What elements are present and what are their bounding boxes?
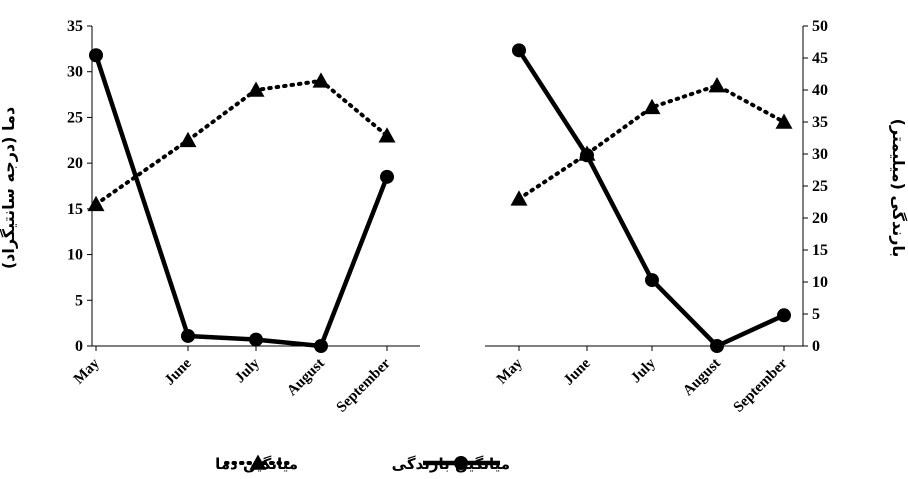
temperature-point <box>87 195 105 212</box>
y-left-tick-label: 15 <box>67 201 83 218</box>
temperature-point <box>378 127 396 143</box>
y-right-tick-label: 10 <box>812 274 828 291</box>
x-tick-label: September <box>731 355 791 415</box>
rainfall-point <box>580 148 594 163</box>
temperature-point <box>312 72 330 88</box>
y-right-tick-label: 25 <box>812 178 828 195</box>
legend-rainfall-marker <box>454 456 468 470</box>
y-left-tick-label: 5 <box>75 292 83 309</box>
rainfall-point <box>314 339 328 353</box>
legend-temperature-label: میانگین دما <box>215 455 298 473</box>
y-left-tick-label: 20 <box>67 155 83 172</box>
legend-temperature-marker <box>249 454 267 470</box>
rainfall-point <box>249 332 263 347</box>
x-tick-label: May <box>494 355 526 387</box>
rainfall-point <box>181 328 195 343</box>
rainfall-point <box>645 273 659 288</box>
plot-area <box>87 43 793 353</box>
y-right-tick-label: 45 <box>812 50 828 67</box>
axes: 0 5 10 15 20 25 30 35 0 5 10 15 20 25 30 35 40 45 50 May Jun… <box>67 18 828 416</box>
temperature-point <box>643 98 661 115</box>
y-right-tick-label: 35 <box>812 114 828 131</box>
x-tick-label: August <box>284 356 328 400</box>
temperature-point <box>247 81 265 97</box>
y-right-tick-label: 5 <box>812 306 820 323</box>
y-right-tick-label: 30 <box>812 146 828 163</box>
x-tick-label: May <box>71 355 103 387</box>
y-right-tick-label: 15 <box>812 242 828 259</box>
y-right-tick-label: 0 <box>812 338 820 355</box>
x-tick-label: July <box>232 355 263 386</box>
y-axis-left-label: دما (درجه سانتیگراد) <box>0 107 18 269</box>
rainfall-point <box>512 43 526 58</box>
rainfall-point <box>380 169 394 184</box>
x-tick-label: August <box>680 356 724 400</box>
y-axis-right-label: بارندگی (میلیمتر) <box>889 119 908 258</box>
rainfall-point <box>777 308 791 323</box>
x-tick-label: July <box>628 355 659 386</box>
y-right-tick-label: 40 <box>812 82 828 99</box>
y-left-tick-label: 10 <box>67 247 83 264</box>
temperature-point <box>775 113 793 129</box>
x-tick-label: September <box>334 355 394 415</box>
y-right-tick-label: 20 <box>812 210 828 227</box>
temperature-point <box>510 190 528 206</box>
legend: میانگین بارندگی میانگین دما <box>215 454 510 473</box>
y-left-tick-label: 25 <box>67 109 83 126</box>
y-left-tick-label: 30 <box>67 64 83 81</box>
temperature-point <box>708 77 726 93</box>
temperature-point <box>179 131 197 148</box>
series-line-temperature <box>517 83 786 201</box>
rainfall-point <box>710 339 724 353</box>
series-line-rainfall <box>517 49 785 349</box>
y-left-tick-label: 35 <box>67 18 83 35</box>
rainfall-point <box>89 48 103 63</box>
y-right-tick-label: 50 <box>812 18 828 35</box>
y-left-tick-label: 0 <box>75 338 83 355</box>
x-tick-label: June <box>561 355 594 388</box>
x-tick-label: June <box>162 355 195 388</box>
legend-rainfall-label: میانگین بارندگی <box>392 455 510 473</box>
